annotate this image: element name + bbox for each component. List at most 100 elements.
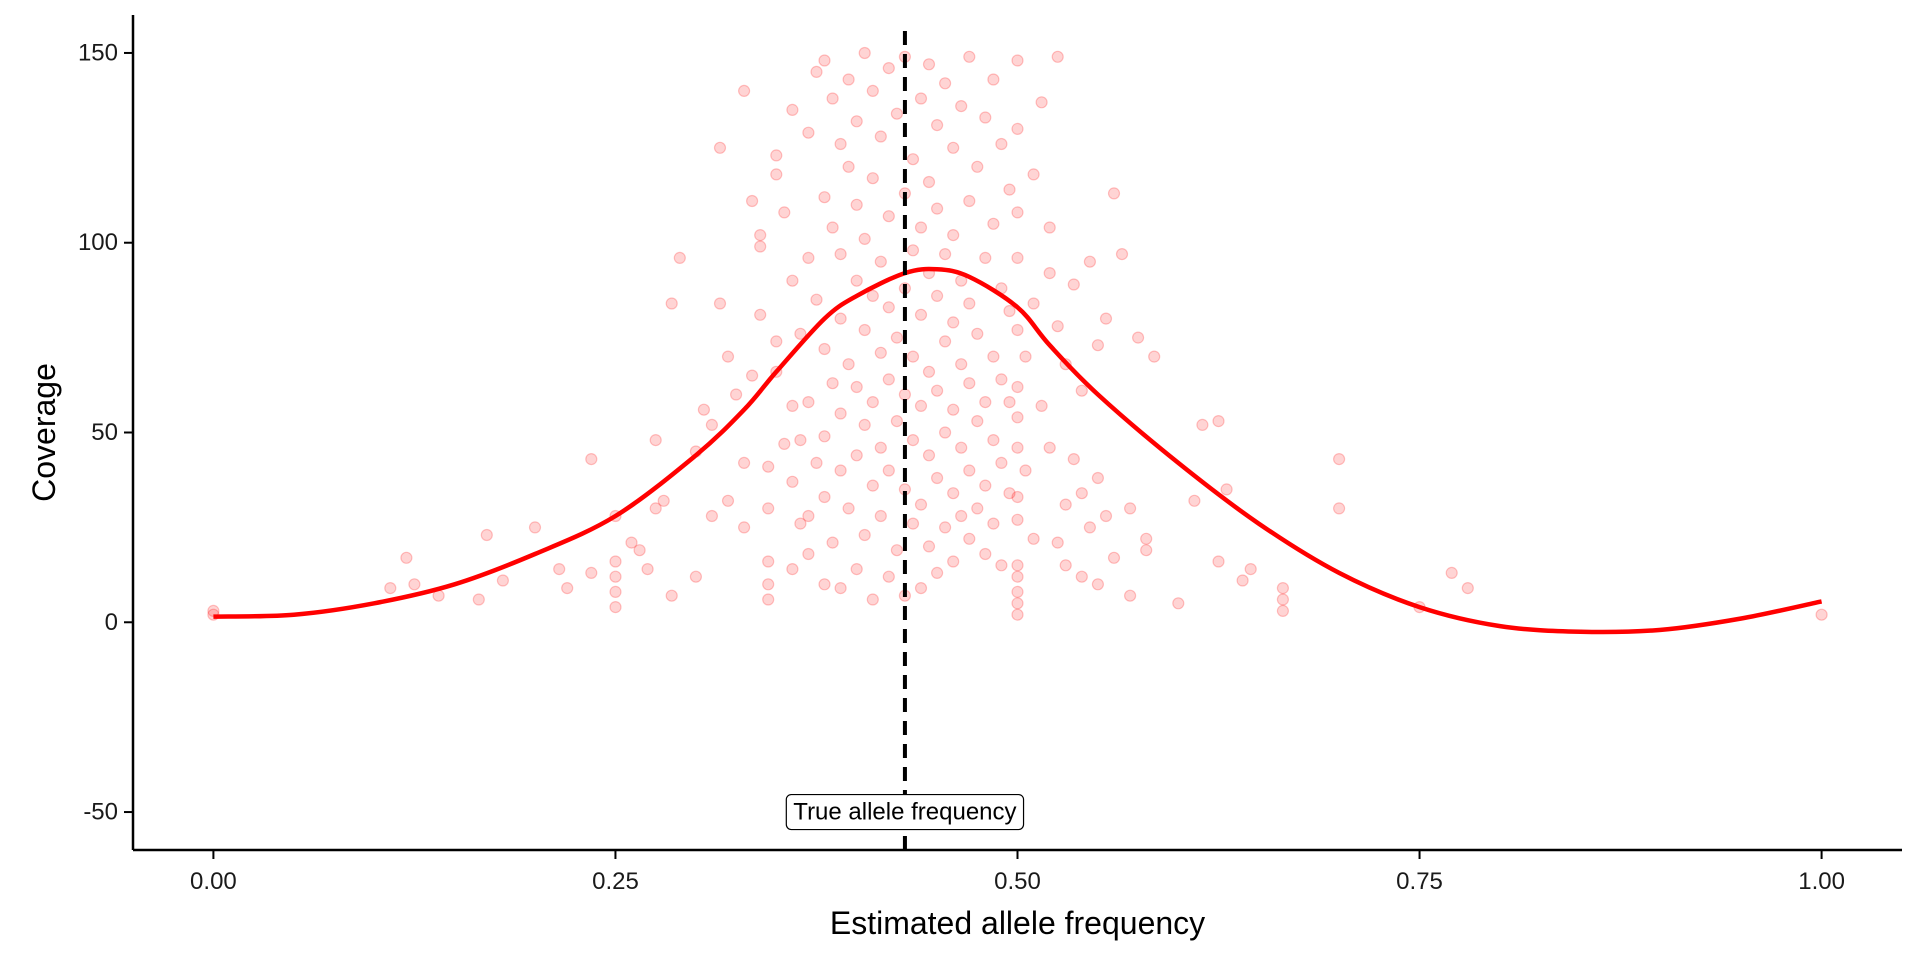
data-point bbox=[786, 103, 799, 117]
data-point bbox=[938, 248, 952, 261]
data-point bbox=[1099, 312, 1113, 325]
data-point bbox=[810, 456, 823, 469]
data-point bbox=[826, 377, 839, 390]
data-point bbox=[1011, 54, 1024, 67]
data-point bbox=[826, 92, 839, 105]
data-point bbox=[657, 494, 670, 507]
data-point bbox=[858, 418, 871, 431]
y-tick-label: -50 bbox=[83, 799, 118, 826]
data-point bbox=[778, 206, 791, 219]
data-point bbox=[1276, 604, 1290, 618]
data-point bbox=[834, 581, 847, 595]
data-point bbox=[930, 471, 944, 485]
data-point bbox=[561, 581, 574, 595]
data-point bbox=[963, 532, 976, 545]
data-point bbox=[1091, 471, 1105, 485]
data-point bbox=[818, 430, 831, 443]
data-point bbox=[786, 399, 799, 412]
data-point bbox=[802, 251, 815, 264]
y-tick-label: 0 bbox=[105, 609, 118, 636]
data-point bbox=[922, 449, 936, 462]
data-point bbox=[496, 574, 509, 587]
data-point bbox=[737, 456, 751, 469]
data-point bbox=[721, 494, 735, 507]
data-point bbox=[971, 160, 984, 173]
data-point bbox=[818, 490, 831, 504]
data-point bbox=[834, 248, 847, 261]
data-point bbox=[850, 274, 863, 287]
data-point bbox=[1212, 415, 1225, 428]
data-point bbox=[842, 502, 855, 515]
data-point bbox=[874, 255, 887, 268]
data-point bbox=[979, 396, 992, 409]
data-point bbox=[947, 141, 960, 154]
data-point bbox=[987, 217, 1000, 230]
data-point bbox=[384, 581, 397, 595]
data-point bbox=[882, 373, 895, 386]
data-point bbox=[842, 73, 855, 86]
data-point bbox=[754, 240, 767, 253]
data-point bbox=[906, 244, 920, 257]
data-point bbox=[770, 149, 783, 162]
data-point bbox=[955, 358, 968, 371]
data-point bbox=[1011, 251, 1024, 264]
data-point bbox=[1075, 384, 1088, 397]
data-point bbox=[1332, 453, 1346, 466]
data-point bbox=[930, 202, 944, 215]
data-point bbox=[528, 521, 542, 534]
data-point bbox=[1099, 509, 1113, 523]
data-point bbox=[480, 528, 493, 542]
data-point bbox=[955, 509, 968, 523]
data-point bbox=[1011, 570, 1024, 583]
data-point bbox=[818, 342, 831, 356]
data-point bbox=[890, 415, 904, 428]
data-point bbox=[729, 388, 743, 401]
data-point bbox=[1011, 441, 1024, 454]
data-point bbox=[930, 384, 944, 397]
smooth-curve bbox=[213, 266, 1823, 635]
data-point bbox=[1148, 350, 1161, 363]
data-point bbox=[858, 528, 871, 542]
data-point bbox=[1011, 608, 1024, 621]
data-point bbox=[1140, 544, 1153, 557]
data-point bbox=[1123, 589, 1137, 602]
data-point bbox=[1043, 267, 1056, 280]
data-point bbox=[810, 293, 823, 306]
data-point bbox=[850, 198, 863, 211]
data-point bbox=[818, 578, 831, 591]
data-point bbox=[1276, 581, 1290, 595]
data-point bbox=[721, 350, 735, 363]
data-point bbox=[914, 221, 928, 234]
data-point bbox=[770, 168, 783, 181]
data-point bbox=[1003, 183, 1016, 196]
y-tick-label: 100 bbox=[78, 229, 118, 256]
data-point bbox=[874, 346, 887, 359]
data-point bbox=[995, 373, 1008, 386]
data-point bbox=[802, 126, 815, 139]
data-point bbox=[963, 377, 976, 390]
data-point bbox=[834, 137, 847, 151]
data-point bbox=[1011, 206, 1024, 219]
data-point bbox=[1140, 532, 1153, 545]
data-point bbox=[1115, 248, 1129, 261]
data-point bbox=[866, 479, 879, 492]
data-point bbox=[922, 540, 936, 553]
data-point bbox=[472, 593, 485, 606]
data-point bbox=[914, 92, 928, 105]
data-point bbox=[665, 589, 678, 602]
data-point bbox=[1236, 574, 1249, 587]
data-point bbox=[1043, 221, 1056, 234]
data-point bbox=[1075, 487, 1088, 500]
data-point bbox=[1091, 339, 1105, 352]
data-point bbox=[898, 388, 912, 401]
data-point bbox=[1212, 555, 1225, 568]
data-point bbox=[770, 335, 783, 348]
data-point bbox=[947, 229, 960, 242]
x-tick-label: 0.75 bbox=[1396, 868, 1443, 895]
data-point bbox=[649, 502, 662, 515]
data-point bbox=[914, 498, 928, 511]
data-point bbox=[585, 566, 598, 580]
data-point bbox=[930, 289, 944, 302]
data-point bbox=[754, 229, 767, 242]
x-tick-label: 0.50 bbox=[994, 868, 1041, 895]
